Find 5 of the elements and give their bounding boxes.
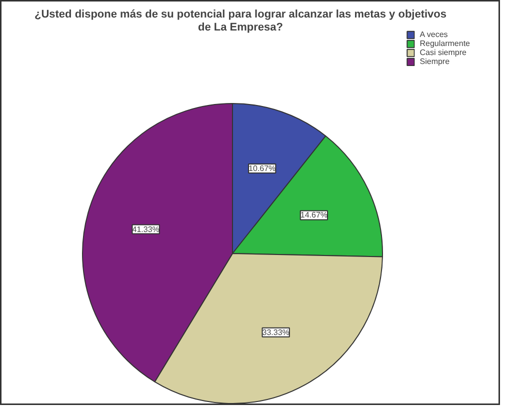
legend-label: A veces <box>420 30 448 39</box>
legend-label: Regularmente <box>420 39 470 48</box>
legend-label: Casi siempre <box>420 48 466 57</box>
legend-label: Siempre <box>420 57 450 66</box>
data-label: 41.33% <box>132 224 160 234</box>
